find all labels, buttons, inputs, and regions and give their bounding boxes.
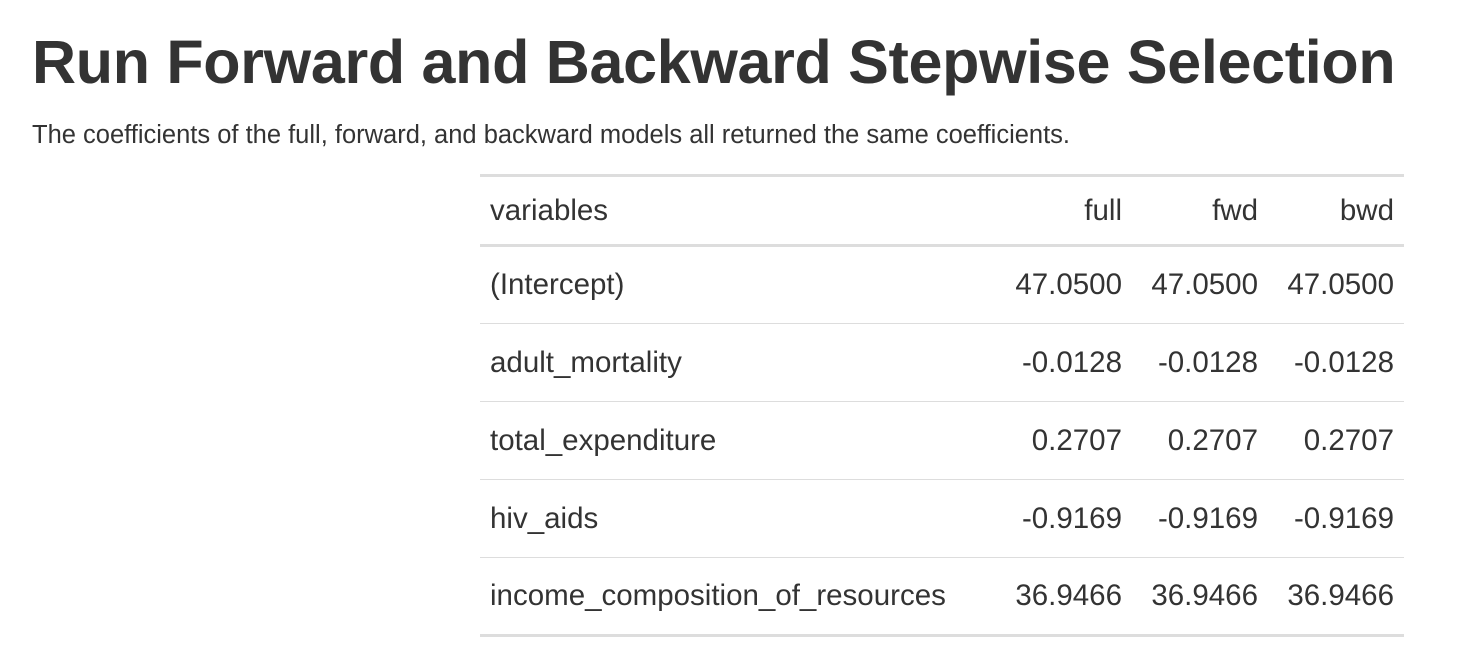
- variable-name-cell: total_expenditure: [480, 401, 996, 480]
- full-value-cell: -0.9169: [996, 479, 1132, 558]
- full-value-cell: 47.0500: [996, 245, 1132, 324]
- variable-name-cell: adult_mortality: [480, 323, 996, 402]
- column-header-fwd: fwd: [1132, 174, 1268, 247]
- table-header-row: variables full fwd bwd: [480, 174, 1404, 247]
- fwd-value-cell: -0.9169: [1132, 479, 1268, 558]
- column-header-bwd: bwd: [1268, 174, 1404, 247]
- page-title: Run Forward and Backward Stepwise Select…: [32, 28, 1396, 96]
- fwd-value-cell: 36.9466: [1132, 557, 1268, 637]
- variable-name-cell: hiv_aids: [480, 479, 996, 558]
- coefficients-table: variables full fwd bwd (Intercept) 47.05…: [480, 174, 1404, 637]
- variable-name-cell: (Intercept): [480, 245, 996, 324]
- table-row: total_expenditure 0.2707 0.2707 0.2707: [480, 401, 1404, 480]
- column-header-variables: variables: [480, 174, 996, 247]
- column-header-full: full: [996, 174, 1132, 247]
- page-description: The coefficients of the full, forward, a…: [32, 121, 1071, 149]
- bwd-value-cell: 36.9466: [1268, 557, 1404, 637]
- variable-name-cell: income_composition_of_resources: [480, 557, 996, 637]
- bwd-value-cell: -0.0128: [1268, 323, 1404, 402]
- fwd-value-cell: 47.0500: [1132, 245, 1268, 324]
- table-row: adult_mortality -0.0128 -0.0128 -0.0128: [480, 323, 1404, 402]
- bwd-value-cell: -0.9169: [1268, 479, 1404, 558]
- bwd-value-cell: 0.2707: [1268, 401, 1404, 480]
- table-row: income_composition_of_resources 36.9466 …: [480, 557, 1404, 637]
- table-row: (Intercept) 47.0500 47.0500 47.0500: [480, 245, 1404, 324]
- full-value-cell: 36.9466: [996, 557, 1132, 637]
- fwd-value-cell: 0.2707: [1132, 401, 1268, 480]
- table-row: hiv_aids -0.9169 -0.9169 -0.9169: [480, 479, 1404, 558]
- bwd-value-cell: 47.0500: [1268, 245, 1404, 324]
- full-value-cell: -0.0128: [996, 323, 1132, 402]
- fwd-value-cell: -0.0128: [1132, 323, 1268, 402]
- full-value-cell: 0.2707: [996, 401, 1132, 480]
